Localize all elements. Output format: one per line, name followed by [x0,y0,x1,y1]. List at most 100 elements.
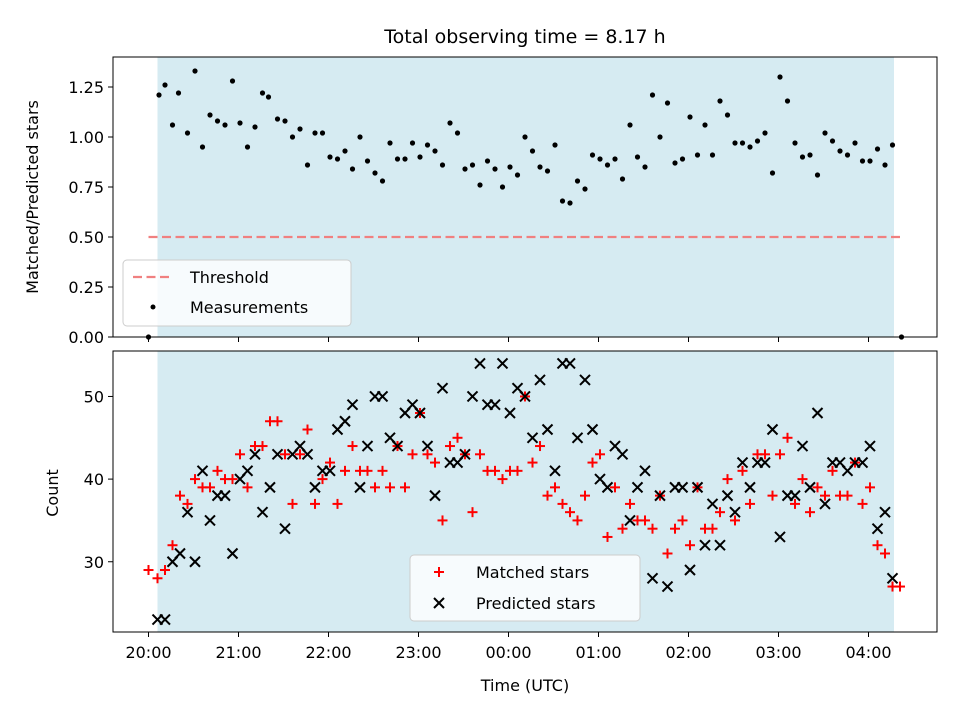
predicted-star-point [436,382,449,394]
matched-star-point [325,457,335,468]
measurement-point [334,156,341,162]
top-x-ticks [148,337,869,342]
predicted-star-point [196,465,209,477]
measurement-point [784,98,791,104]
bottom-x-tick-label: 20:00 [125,643,171,662]
measurement-point [889,142,896,148]
predicted-star-point [504,407,516,419]
predicted-star-point [256,506,269,518]
measurement-point [259,90,266,96]
measurement-point [649,92,656,98]
measurement-point [529,148,536,154]
predicted-star-point [249,448,261,461]
measurement-point [417,154,423,160]
measurement-point [859,158,866,164]
bottom-x-tick-label: 02:00 [665,643,711,662]
predicted-star-point [414,407,426,419]
matched-star-point [602,531,613,542]
matched-star-point [550,482,560,493]
measurement-point [214,118,221,124]
matched-star-point [730,515,740,526]
measurement-point [252,124,258,130]
measurement-point [799,154,806,160]
predicted-star-point [174,547,186,560]
predicted-star-point [691,481,704,494]
measurement-point [409,140,416,146]
bottom-y-tick-label: 40 [84,470,104,489]
top-axes-frame [112,56,938,338]
measurement-point [297,126,303,132]
matched-star-point [542,490,553,501]
matched-star-point [797,474,808,485]
measurement-point [619,176,626,182]
matched-star-point [640,515,650,526]
matched-star-point [722,474,733,485]
predicted-star-point [654,489,666,502]
measurement-point [552,142,558,148]
predicted-star-point [541,423,554,436]
matched-star-point [842,490,853,501]
top-y-ticks: 0.00 0.25 0.50 0.75 1.00 1.25 [68,78,113,347]
measurement-point [342,148,348,154]
measurement-point [319,130,326,136]
bottom-legend-box [409,554,641,622]
predicted-star-point [421,440,434,452]
predicted-star-point [534,374,546,386]
matched-star-point [302,424,313,435]
measurement-point [537,164,543,170]
top-y-tick-label: 0.25 [68,278,104,297]
predicted-star-point [759,456,771,469]
measurement-point [642,164,648,170]
measurement-point [424,142,431,148]
matched-star-point [737,465,748,476]
measurement-point [357,134,363,140]
predicted-star-point [549,465,561,477]
matched-star-point [310,498,320,509]
measurement-point [604,162,611,168]
predicted-star-point [459,448,471,461]
matched-star-point [572,515,583,526]
matched-star-point [295,449,305,460]
predicted-star-point [789,489,801,502]
matched-star-point [370,482,380,493]
matched-star-point [332,498,343,509]
matched-star-point [347,441,358,452]
predicted-star-point [706,498,719,510]
predicted-star-point [601,481,614,494]
measurement-point [709,152,716,158]
matched-star-point [160,565,170,576]
matched-star-point [782,432,793,443]
measurement-point [852,140,858,146]
measurement-point [747,144,753,150]
predicted-star-point [226,547,239,560]
measurement-point [544,168,551,174]
measurement-point [694,152,701,158]
matched-star-point [227,474,238,485]
predicted-star-point [309,481,321,494]
matched-star-point [377,465,388,476]
predicted-star-point [729,506,741,518]
predicted-star-point [864,440,876,452]
measurement-point [829,138,836,144]
top-panel: 0.00 0.25 0.50 0.75 1.00 1.25 Matched/Predict… [23,56,938,347]
measurement-point [222,122,228,128]
measurement-point [312,130,318,136]
measurement-point [762,130,768,136]
predicted-star-point [774,531,786,543]
measurement-point [702,122,708,128]
predicted-star-point [564,357,576,370]
measurement-point [777,74,783,80]
measurement-point [289,134,296,140]
measurement-point [837,148,843,154]
bottom-x-tick-label: 04:00 [845,643,891,662]
matched-star-point [685,540,695,551]
bottom-panel: 30 40 50 20:00 21:00 22:00 23:00 00:00 01:00 02:… [43,350,938,695]
predicted-star-point [159,613,171,626]
measurement-point [634,154,641,160]
chart-title: Total observing time = 8.17 h [383,26,665,48]
matched-star-point [557,498,568,509]
matched-star-point [775,449,785,460]
measurement-point [402,156,408,162]
measurement-point [522,134,528,140]
legend-threshold-label: Threshold [189,268,269,287]
